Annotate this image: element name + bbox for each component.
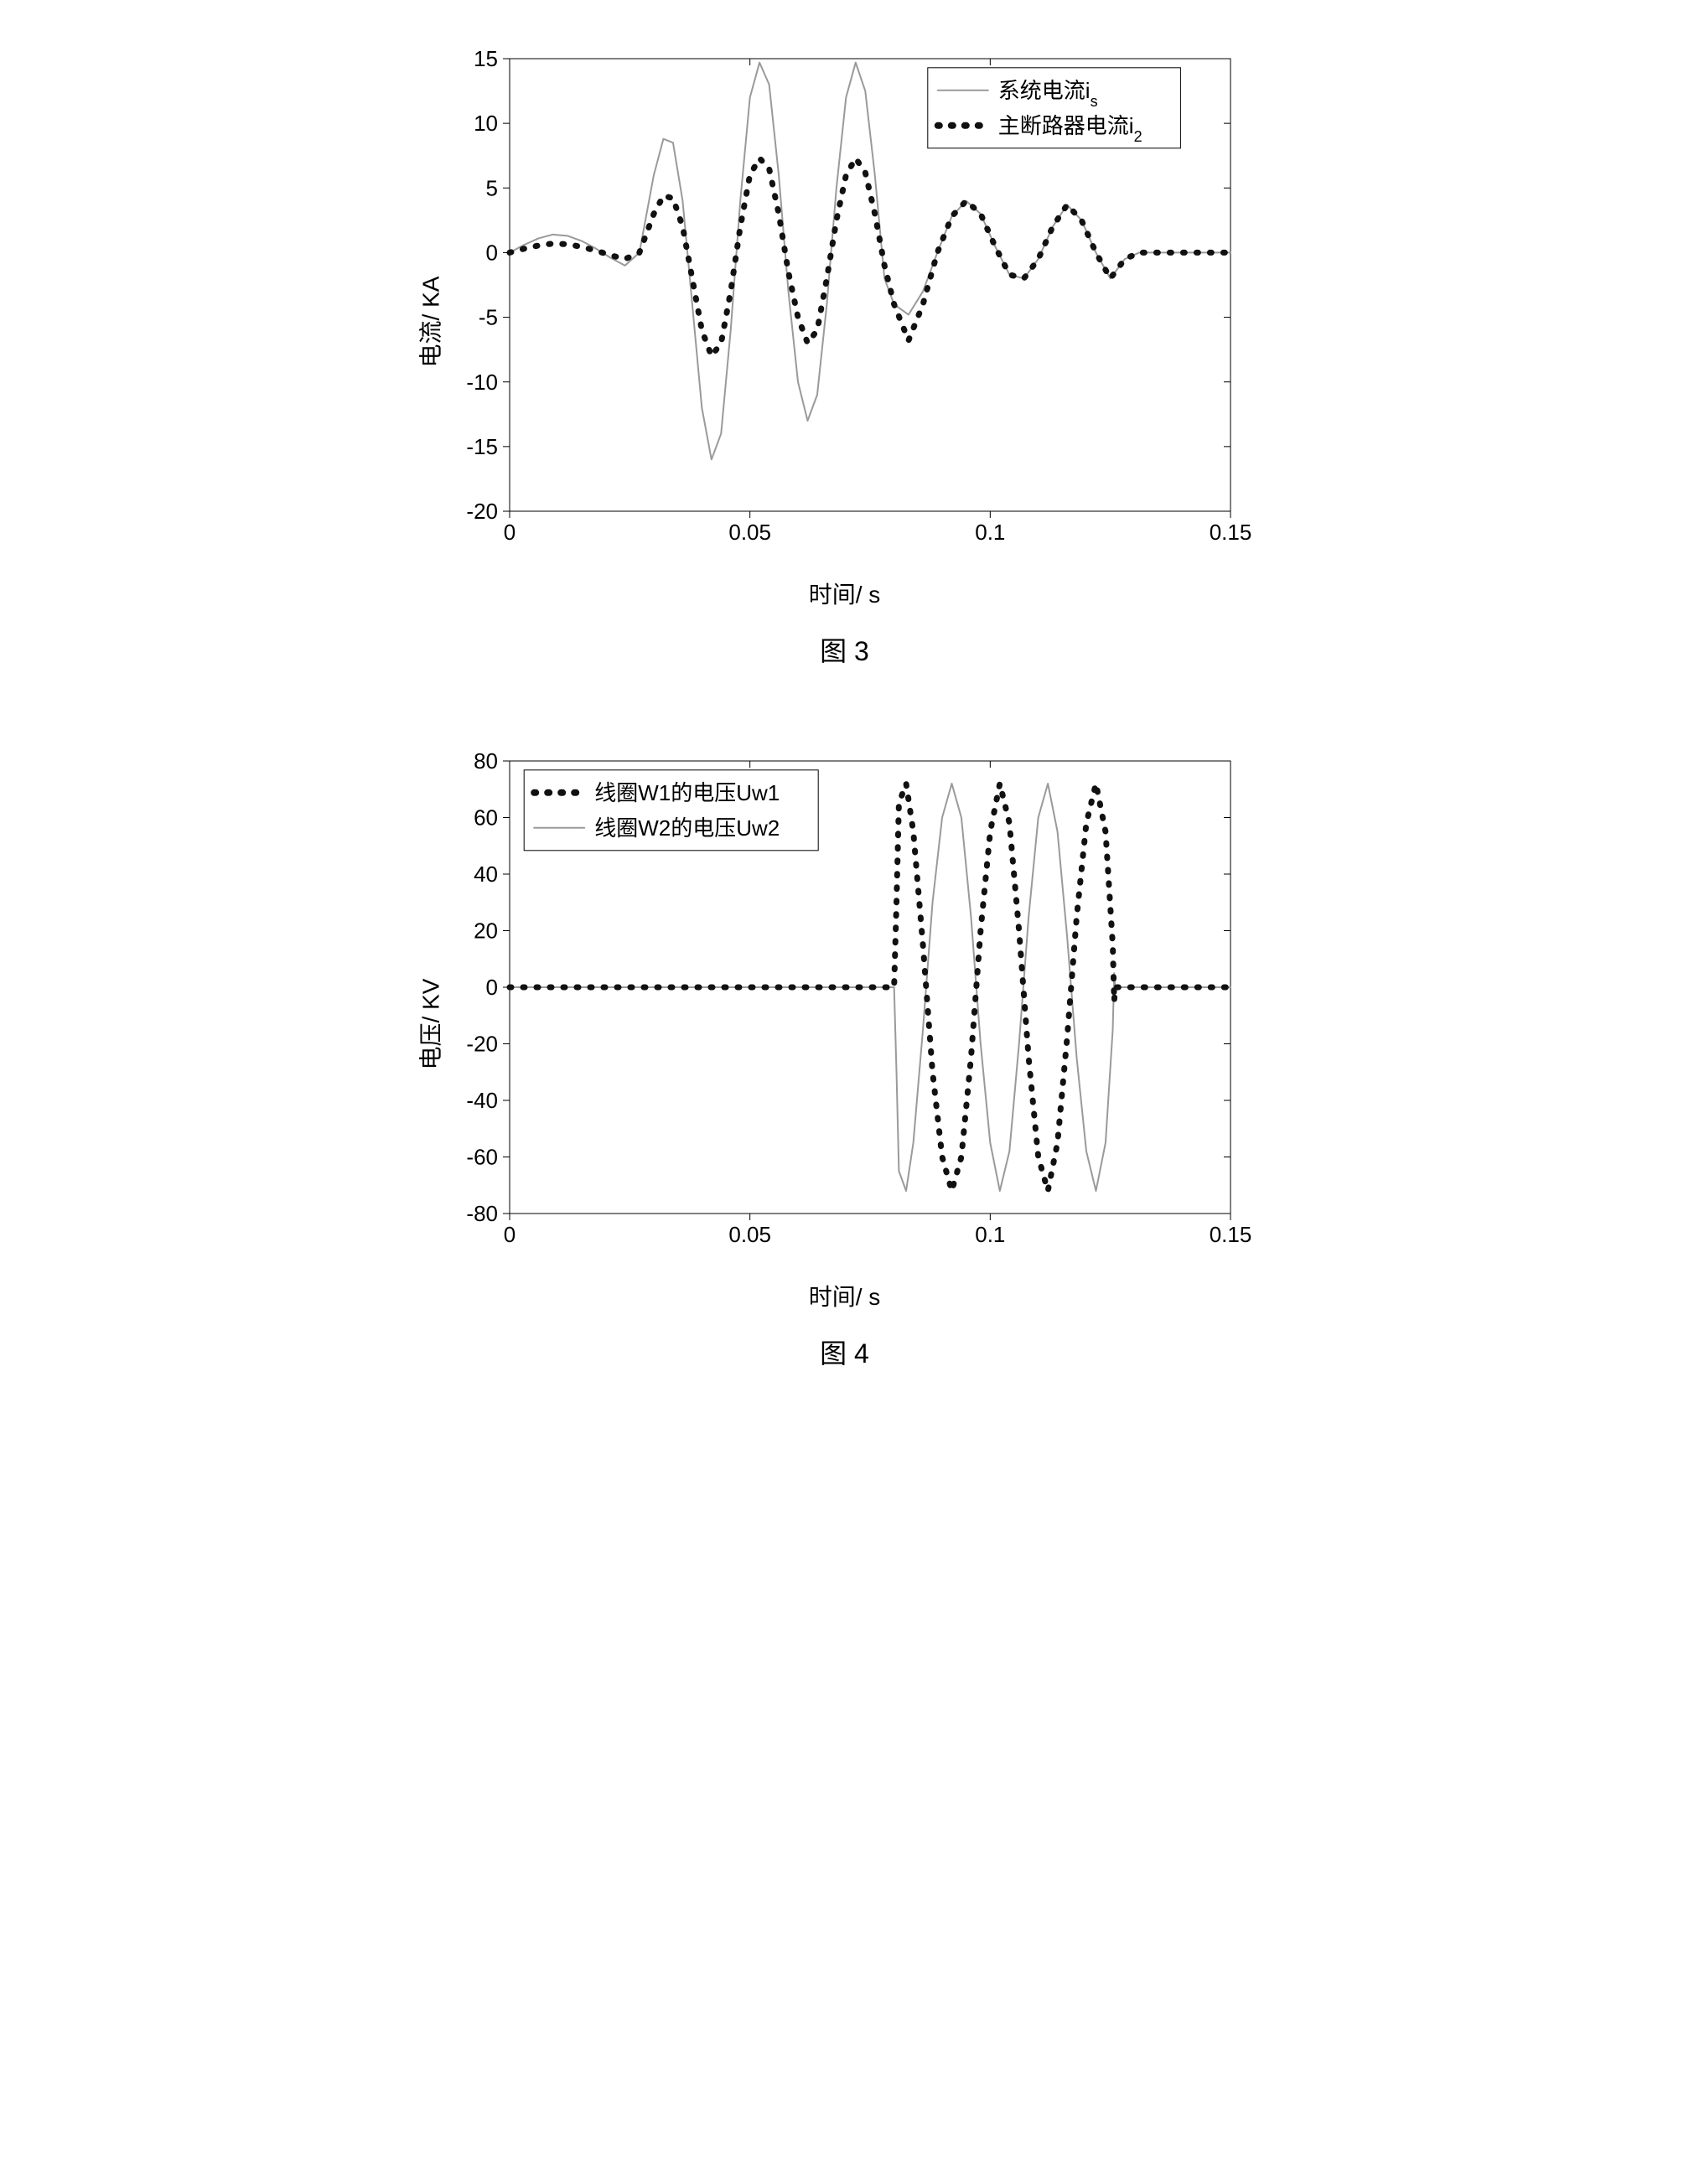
legend-label: 线圈W2的电压Uw2 [594,815,780,841]
svg-text:-80: -80 [466,1201,498,1226]
chart-4-wrap: 电压/ KV 00.050.10.15-80-60-40-20020406080… [434,736,1256,1371]
chart-4-caption: 图 4 [820,1333,869,1371]
svg-text:60: 60 [474,805,498,831]
svg-text:-10: -10 [466,370,498,395]
svg-text:0.15: 0.15 [1209,520,1251,545]
svg-text:0: 0 [485,975,497,1000]
chart-3-svg: 00.050.10.15-20-15-10-5051015系统电流is主断路器电… [434,34,1256,570]
svg-text:0.1: 0.1 [975,520,1005,545]
svg-text:0.1: 0.1 [975,1222,1005,1247]
chart-4-container: 电压/ KV 00.050.10.15-80-60-40-20020406080… [434,736,1256,1312]
legend-label: 线圈W1的电压Uw1 [594,780,780,805]
chart-3-xlabel: 时间/ s [434,577,1256,610]
svg-text:20: 20 [474,919,498,944]
svg-text:5: 5 [485,175,497,200]
svg-text:10: 10 [474,111,498,136]
svg-text:40: 40 [474,862,498,887]
svg-text:-5: -5 [478,305,497,330]
chart-3-ylabel: 电流/ KA [412,277,446,368]
svg-text:80: 80 [474,748,498,774]
svg-text:-20: -20 [466,499,498,524]
chart-4-svg: 0 0.05 0.1 0.15 -80 -60 -40 -20 0 20 40 60 80 线圈W1的电压… [434,736,1256,1272]
svg-text:0.15: 0.15 [1209,1222,1251,1247]
chart-4-ylabel: 电压/ KV [412,979,446,1070]
chart-3-wrap: 电流/ KA 00.050.10.15-20-15-10-5051015系统电流… [434,34,1256,669]
chart-4-xlabel: 时间/ s [434,1279,1256,1312]
svg-text:-20: -20 [466,1032,498,1057]
svg-text:0: 0 [503,1222,515,1247]
svg-text:0: 0 [485,241,497,266]
svg-text:-40: -40 [466,1088,498,1113]
chart-3-container: 电流/ KA 00.050.10.15-20-15-10-5051015系统电流… [434,34,1256,610]
svg-text:0.05: 0.05 [728,520,771,545]
svg-text:0.05: 0.05 [728,1222,771,1247]
chart-3-caption: 图 3 [820,630,869,669]
svg-text:-15: -15 [466,434,498,459]
svg-text:-60: -60 [466,1145,498,1170]
svg-text:15: 15 [474,46,498,71]
svg-text:0: 0 [503,520,515,545]
